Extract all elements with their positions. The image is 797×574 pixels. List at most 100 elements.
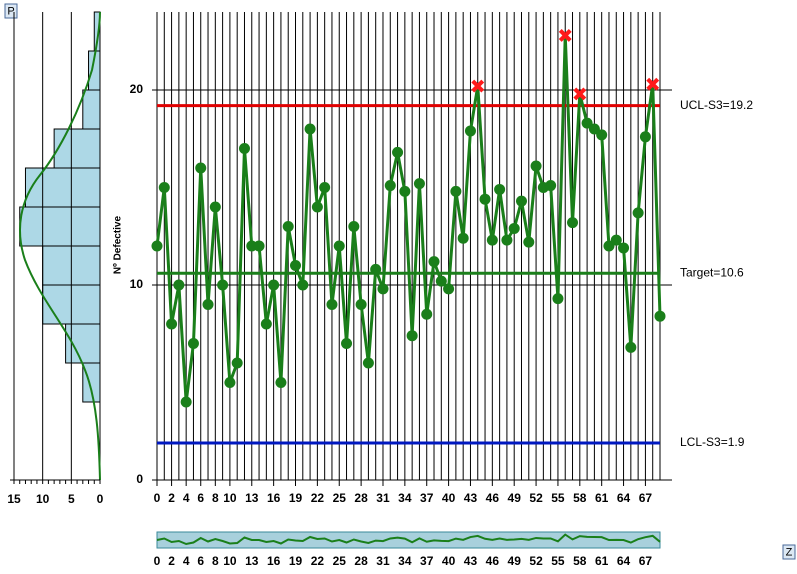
data-point [290, 260, 302, 271]
navigator-tick-label: 52 [529, 554, 543, 568]
navigator-tick-label: 13 [245, 554, 259, 568]
data-point [625, 341, 637, 353]
data-point [370, 263, 382, 275]
x-tick-label: 2 [168, 491, 175, 505]
navigator-tick-label: 25 [333, 554, 347, 568]
data-point [501, 234, 513, 246]
data-point [392, 146, 404, 158]
p-button-label[interactable]: P [7, 5, 14, 17]
data-point [406, 330, 418, 342]
y-axis-label: Nº Defective [113, 216, 124, 275]
x-tick-label: 10 [223, 491, 237, 505]
x-tick-label: 15 [7, 492, 21, 506]
data-point [654, 310, 666, 322]
data-point [567, 217, 579, 229]
data-point [224, 377, 236, 388]
y-tick-label: 20 [130, 82, 144, 96]
control-limit-label: Target=10.6 [680, 265, 744, 279]
navigator-tick-label: 4 [183, 554, 190, 568]
data-point [443, 283, 455, 295]
data-point [217, 279, 229, 291]
x-tick-label: 16 [267, 491, 281, 505]
data-point [377, 283, 389, 295]
data-point [435, 275, 447, 287]
x-tick-label: 67 [639, 491, 653, 505]
z-button[interactable] [782, 544, 796, 560]
y-tick-label: 0 [136, 472, 143, 486]
navigator-tick-label: 6 [197, 554, 204, 568]
x-tick-label: 25 [333, 491, 347, 505]
navigator-tick-label: 16 [267, 554, 281, 568]
control-limit-label: UCL-S3=19.2 [680, 98, 753, 112]
out-of-control-point [558, 28, 572, 42]
navigator-tick-label: 49 [508, 554, 522, 568]
navigator-tick-label: 31 [376, 554, 390, 568]
data-point [421, 308, 433, 320]
navigator-tick-label: 37 [420, 554, 434, 568]
data-point [494, 183, 506, 195]
data-point [311, 201, 323, 213]
x-tick-label: 34 [398, 491, 412, 505]
z-button-label[interactable]: Z [786, 546, 793, 558]
navigator-tick-label: 67 [639, 554, 653, 568]
navigator-tick-label: 2 [168, 554, 175, 568]
data-point [180, 396, 192, 408]
x-tick-label: 46 [486, 491, 500, 505]
navigator-tick-label: 19 [289, 554, 303, 568]
histogram-bar [82, 89, 101, 130]
data-point [166, 318, 178, 330]
data-point [231, 357, 243, 369]
data-point [238, 143, 250, 154]
data-point [297, 279, 309, 291]
x-tick-label: 19 [289, 491, 303, 505]
data-point [319, 182, 331, 193]
data-point [209, 201, 221, 213]
histogram-bar [19, 206, 101, 247]
x-tick-label: 55 [551, 491, 565, 505]
x-tick-label: 37 [420, 491, 434, 505]
x-tick-label: 6 [197, 491, 204, 505]
navigator-tick-label: 64 [617, 554, 631, 568]
navigator-tick-label: 58 [573, 554, 587, 568]
histogram-bar [24, 167, 101, 208]
data-point [464, 125, 476, 137]
data-point [552, 293, 564, 305]
x-tick-label: 22 [311, 491, 325, 505]
data-point [384, 180, 396, 192]
x-tick-label: 0 [97, 492, 104, 506]
data-point [515, 195, 527, 207]
data-point [355, 299, 367, 310]
out-of-control-point [573, 87, 587, 101]
data-point [187, 338, 199, 349]
data-point [457, 232, 469, 244]
x-tick-label: 31 [376, 491, 390, 505]
control-limit-label: LCL-S3=1.9 [680, 435, 745, 449]
data-point [282, 221, 294, 232]
navigator-tick-label: 28 [354, 554, 368, 568]
data-point [545, 180, 557, 192]
data-point [326, 299, 338, 310]
x-tick-label: 28 [354, 491, 368, 505]
x-tick-label: 43 [464, 491, 478, 505]
data-point [275, 377, 287, 388]
x-tick-label: 0 [154, 491, 161, 505]
navigator-tick-label: 61 [595, 554, 609, 568]
data-point [610, 234, 622, 246]
normal-curve [19, 11, 101, 481]
navigator-tick-label: 34 [398, 554, 412, 568]
x-tick-label: 10 [36, 492, 50, 506]
data-point [450, 185, 462, 197]
x-tick-label: 49 [508, 491, 522, 505]
data-point [632, 207, 644, 219]
x-tick-label: 64 [617, 491, 631, 505]
data-point [618, 242, 630, 254]
out-of-control-point [471, 79, 485, 93]
x-tick-label: 61 [595, 491, 609, 505]
data-point [530, 160, 542, 172]
y-tick-label: 10 [130, 277, 144, 291]
data-point [399, 185, 411, 197]
histogram-bar [65, 323, 101, 364]
data-point [341, 338, 353, 349]
series-line [155, 35, 662, 403]
